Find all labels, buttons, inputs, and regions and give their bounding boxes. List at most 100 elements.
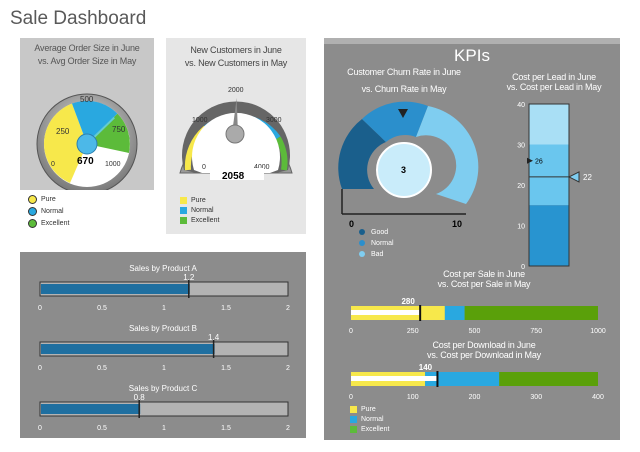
cost-sale-band	[464, 306, 598, 320]
cost-sale-value-label: 280	[401, 297, 415, 306]
product-bar-tick: 0.5	[97, 305, 107, 312]
legend-item-pure: Pure	[180, 195, 219, 205]
churn-value: 3	[401, 165, 406, 175]
order-size-pure-band	[43, 103, 87, 144]
kpis-canvas: 3 0 10 Good Normal Bad 0 10 20 30 40 26 22 280 0…	[338, 101, 606, 401]
cost-sale-band	[444, 306, 465, 320]
cost-sale-tick: 0	[349, 328, 353, 335]
new-customers-gauge: 0 1000 2000 3000 4000 2058	[179, 87, 293, 182]
cost-sale-tick: 500	[469, 328, 481, 335]
cost-lead-value: 26	[535, 159, 543, 166]
product-bar-value	[41, 344, 215, 354]
legend-label: Excellent	[191, 216, 220, 224]
legend-item-pure: Pure	[350, 404, 389, 414]
product-bar-tick: 1	[162, 365, 166, 372]
new-customers-value-box	[210, 168, 264, 180]
legend-item-normal: Normal	[180, 205, 219, 215]
order-size-value: 670	[77, 156, 94, 167]
cost-lead-title-line1: Cost per Lead in June	[512, 72, 596, 82]
churn-hub	[376, 142, 432, 198]
order-size-title-line1: Average Order Size in June	[34, 43, 140, 53]
legend-label: Normal	[361, 415, 384, 423]
product-bar-value	[41, 404, 141, 414]
churn-legend-bad: Bad	[371, 251, 384, 258]
product-bar-title: Sales by Product C	[129, 384, 198, 393]
cost-lead-tick: 10	[517, 224, 525, 231]
cost-download-value-label: 140	[419, 363, 433, 372]
legend-label: Excellent	[41, 219, 70, 227]
cost-download-title: Cost per Download in June vs. Cost per D…	[384, 340, 584, 360]
kpis-legend: Pure Normal Excellent	[350, 404, 389, 434]
churn-normal-band	[362, 101, 428, 142]
product-bar-tick: 2	[286, 365, 290, 372]
cost-download-band	[425, 372, 500, 386]
cost-sale-value-bar	[351, 310, 421, 315]
pure-swatch	[180, 196, 187, 204]
order-size-tick-1000: 1000	[105, 161, 121, 168]
new-customers-panel: New Customers in June vs. New Customers …	[166, 38, 306, 234]
sales-by-product-panel: Sales by Product A 1.2 0 0.5 1 1.5 2 Sales by P…	[20, 252, 306, 438]
product-bar-tick: 1.5	[221, 365, 231, 372]
excellent-swatch	[350, 425, 357, 433]
product-bar-tick: 1.5	[221, 305, 231, 312]
churn-legend-good: Good	[371, 229, 388, 236]
product-bar-title: Sales by Product B	[129, 324, 197, 333]
cost-lead-value-marker	[527, 157, 533, 164]
cost-download-tick: 100	[407, 394, 419, 401]
order-size-pure-lower-band	[44, 144, 87, 183]
churn-title: Customer Churn Rate in June vs. Churn Ra…	[324, 66, 484, 96]
churn-bad-band	[416, 106, 479, 204]
cost-sale-title-line2: vs. Cost per Sale in May	[437, 279, 531, 289]
order-size-tick-750: 750	[112, 125, 126, 134]
order-size-hub	[76, 133, 98, 155]
cost-download-value-bar	[351, 376, 438, 381]
kpis-title: KPIs	[454, 46, 490, 65]
cost-sale-tick: 750	[530, 328, 542, 335]
cost-lead-tick: 40	[517, 102, 525, 109]
order-size-title-line2: vs. Avg Order Size in May	[37, 56, 137, 66]
sales-by-product-chart: Sales by Product A1.2 0 0.5 1 1.5 2 Sales by P…	[38, 264, 290, 432]
cost-lead-title: Cost per Lead in June vs. Cost per Lead …	[494, 72, 614, 92]
cost-download-tick: 0	[349, 394, 353, 401]
order-size-gauge: 250 500 750 1000 0 670	[36, 93, 138, 190]
new-customers-hub	[225, 124, 245, 144]
product-bar-value-label: 0.8	[134, 393, 146, 402]
normal-swatch	[180, 206, 187, 214]
legend-item-excellent: Excellent	[28, 217, 69, 229]
new-customers-excellent-band	[275, 136, 288, 171]
pure-swatch	[350, 405, 357, 413]
product-bar-tick: 2	[286, 305, 290, 312]
churn-good-band	[338, 119, 386, 189]
legend-item-excellent: Excellent	[350, 424, 389, 434]
product-bar-tick: 0	[38, 425, 42, 432]
new-customers-tick-4000: 4000	[254, 164, 270, 171]
cost-lead-band-low	[529, 205, 569, 266]
cost-lead-band-top	[529, 104, 569, 145]
normal-swatch	[28, 206, 37, 216]
new-customers-tick-1000: 1000	[192, 117, 208, 124]
kpis-panel: KPIs Customer Churn Rate in June vs. Chu…	[324, 38, 620, 440]
order-size-tick-500: 500	[80, 95, 94, 104]
new-customers-tick-0: 0	[202, 164, 206, 171]
legend-label: Pure	[41, 195, 56, 203]
cost-download-tick: 400	[592, 394, 604, 401]
new-customers-title: New Customers in June vs. New Customers …	[166, 44, 306, 70]
legend-item-excellent: Excellent	[180, 215, 219, 225]
churn-legend-normal: Normal	[371, 240, 394, 247]
product-bar-tick: 0	[38, 365, 42, 372]
legend-label: Excellent	[361, 425, 390, 433]
cost-lead-tick: 30	[517, 143, 525, 150]
order-size-tick-250: 250	[56, 127, 70, 136]
bad-swatch	[359, 251, 365, 257]
cost-download-title-line1: Cost per Download in June	[432, 340, 536, 350]
cost-sale-tick: 1000	[590, 328, 606, 335]
order-size-panel: Average Order Size in June vs. Avg Order…	[20, 38, 154, 190]
legend-label: Pure	[191, 196, 206, 204]
cost-lead-tick: 0	[521, 264, 525, 271]
order-size-legend: Pure Normal Excellent	[28, 193, 69, 229]
dashboard-title: Sale Dashboard	[10, 8, 147, 29]
cost-lead-marker-label: 22	[583, 173, 592, 182]
product-bar-tick: 1.5	[221, 425, 231, 432]
cost-lead-marker	[567, 171, 580, 183]
order-size-title: Average Order Size in June vs. Avg Order…	[20, 42, 154, 68]
